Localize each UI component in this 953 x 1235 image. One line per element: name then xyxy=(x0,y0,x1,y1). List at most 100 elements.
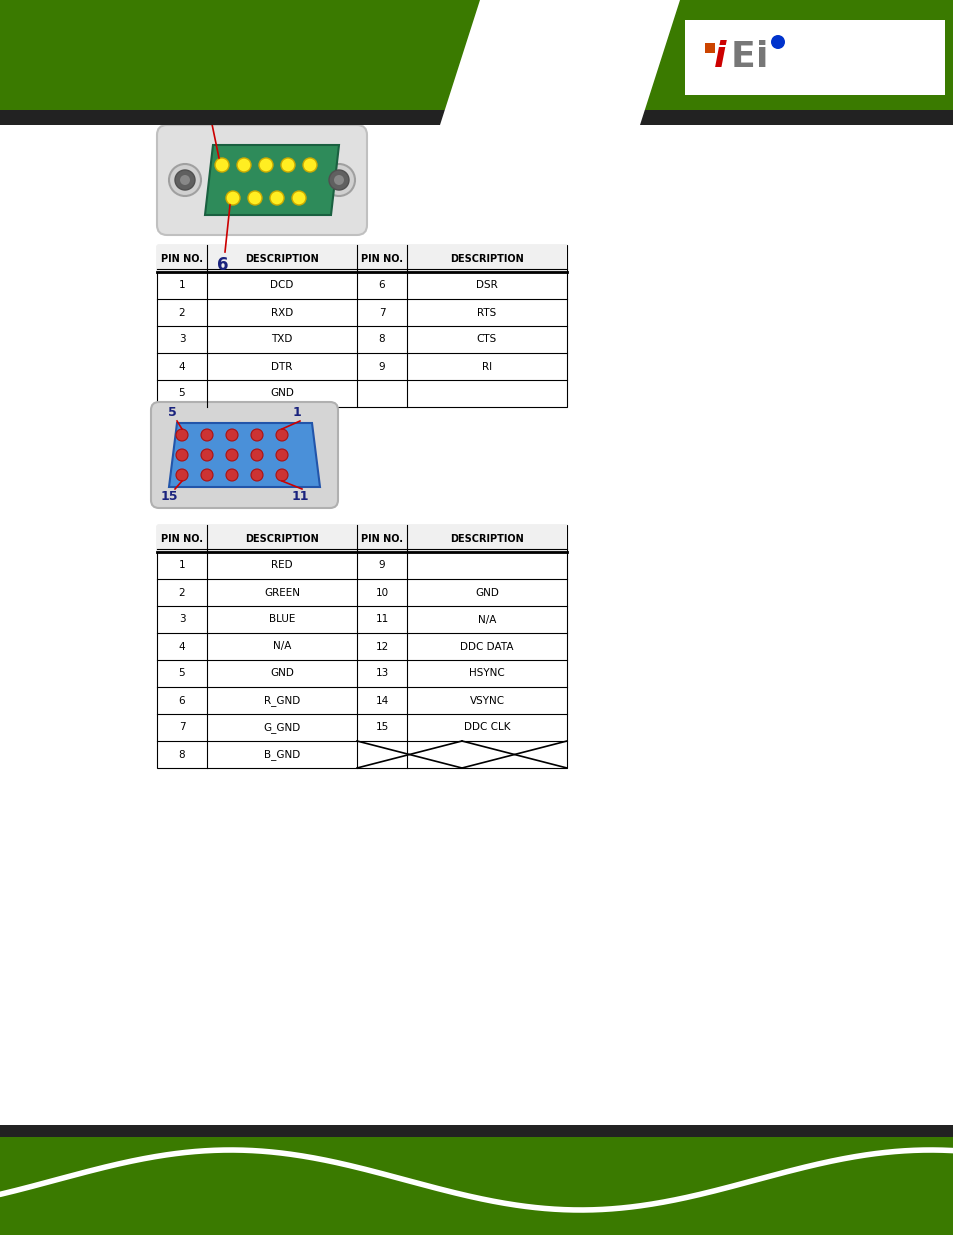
Text: RTS: RTS xyxy=(476,308,497,317)
Circle shape xyxy=(169,164,201,196)
Circle shape xyxy=(201,469,213,480)
Circle shape xyxy=(226,469,237,480)
FancyBboxPatch shape xyxy=(684,20,944,95)
Text: 14: 14 xyxy=(375,695,388,705)
Polygon shape xyxy=(0,125,953,1125)
Text: GREEN: GREEN xyxy=(264,588,299,598)
FancyBboxPatch shape xyxy=(157,525,566,768)
Text: 7: 7 xyxy=(378,308,385,317)
Text: 2: 2 xyxy=(178,308,185,317)
Text: RED: RED xyxy=(271,561,293,571)
Text: 8: 8 xyxy=(378,335,385,345)
Polygon shape xyxy=(0,1125,953,1235)
Text: i: i xyxy=(755,40,767,74)
Text: 11: 11 xyxy=(291,490,309,504)
Text: 5: 5 xyxy=(178,668,185,678)
Text: 1: 1 xyxy=(196,82,208,99)
Text: 7: 7 xyxy=(178,722,185,732)
FancyBboxPatch shape xyxy=(157,525,566,552)
Circle shape xyxy=(275,450,288,461)
Text: DESCRIPTION: DESCRIPTION xyxy=(450,534,523,543)
Text: DESCRIPTION: DESCRIPTION xyxy=(245,253,318,263)
Text: DTR: DTR xyxy=(271,362,293,372)
Text: 13: 13 xyxy=(375,668,388,678)
Text: ®Technology Corp.: ®Technology Corp. xyxy=(809,51,937,63)
Circle shape xyxy=(226,191,240,205)
Circle shape xyxy=(275,429,288,441)
Circle shape xyxy=(248,191,262,205)
Circle shape xyxy=(201,450,213,461)
Text: 1: 1 xyxy=(293,406,301,420)
Polygon shape xyxy=(169,424,319,487)
Text: DDC CLK: DDC CLK xyxy=(463,722,510,732)
Polygon shape xyxy=(439,0,679,125)
Text: PIN NO.: PIN NO. xyxy=(360,253,402,263)
Circle shape xyxy=(175,469,188,480)
Text: R_GND: R_GND xyxy=(264,695,300,706)
Text: 15: 15 xyxy=(375,722,388,732)
Text: 9: 9 xyxy=(378,362,385,372)
FancyBboxPatch shape xyxy=(157,245,566,272)
Text: 11: 11 xyxy=(375,615,388,625)
Circle shape xyxy=(270,191,284,205)
Text: 1: 1 xyxy=(178,280,185,290)
FancyBboxPatch shape xyxy=(704,43,714,53)
FancyBboxPatch shape xyxy=(157,125,367,235)
Text: 4: 4 xyxy=(178,641,185,652)
Polygon shape xyxy=(0,110,953,125)
Text: GND: GND xyxy=(270,389,294,399)
Text: DESCRIPTION: DESCRIPTION xyxy=(450,253,523,263)
Text: 3: 3 xyxy=(178,335,185,345)
Text: HSYNC: HSYNC xyxy=(469,668,504,678)
Text: 1: 1 xyxy=(178,561,185,571)
Text: RI: RI xyxy=(481,362,492,372)
Text: DDC DATA: DDC DATA xyxy=(459,641,514,652)
Text: 8: 8 xyxy=(178,750,185,760)
Text: G_GND: G_GND xyxy=(263,722,300,732)
Text: GND: GND xyxy=(270,668,294,678)
Text: RXD: RXD xyxy=(271,308,293,317)
Polygon shape xyxy=(0,0,953,125)
Circle shape xyxy=(251,450,263,461)
Text: DESCRIPTION: DESCRIPTION xyxy=(245,534,318,543)
Text: 3: 3 xyxy=(178,615,185,625)
Text: DCD: DCD xyxy=(270,280,294,290)
FancyBboxPatch shape xyxy=(157,245,566,408)
Circle shape xyxy=(226,450,237,461)
Text: GND: GND xyxy=(475,588,498,598)
Circle shape xyxy=(214,158,229,172)
Circle shape xyxy=(201,429,213,441)
Text: 4: 4 xyxy=(178,362,185,372)
Circle shape xyxy=(303,158,316,172)
Circle shape xyxy=(180,175,190,185)
Circle shape xyxy=(329,170,349,190)
Text: E: E xyxy=(730,40,755,74)
Circle shape xyxy=(281,158,294,172)
Circle shape xyxy=(174,170,194,190)
Text: B_GND: B_GND xyxy=(264,750,300,760)
Circle shape xyxy=(226,429,237,441)
Text: TXD: TXD xyxy=(271,335,293,345)
Circle shape xyxy=(323,164,355,196)
Text: 5: 5 xyxy=(168,406,176,420)
Text: 9: 9 xyxy=(378,561,385,571)
Polygon shape xyxy=(0,1125,953,1137)
Circle shape xyxy=(334,175,344,185)
Circle shape xyxy=(275,469,288,480)
Text: 6: 6 xyxy=(178,695,185,705)
Polygon shape xyxy=(205,144,338,215)
Circle shape xyxy=(236,158,251,172)
Circle shape xyxy=(251,429,263,441)
Text: N/A: N/A xyxy=(273,641,291,652)
Text: i: i xyxy=(713,40,725,74)
Text: 6: 6 xyxy=(217,256,229,274)
Circle shape xyxy=(251,469,263,480)
Circle shape xyxy=(770,35,784,49)
Text: VSYNC: VSYNC xyxy=(469,695,504,705)
Text: 2: 2 xyxy=(178,588,185,598)
Text: PIN NO.: PIN NO. xyxy=(161,534,203,543)
Text: PIN NO.: PIN NO. xyxy=(161,253,203,263)
Text: 10: 10 xyxy=(375,588,388,598)
Text: 12: 12 xyxy=(375,641,388,652)
Circle shape xyxy=(292,191,306,205)
